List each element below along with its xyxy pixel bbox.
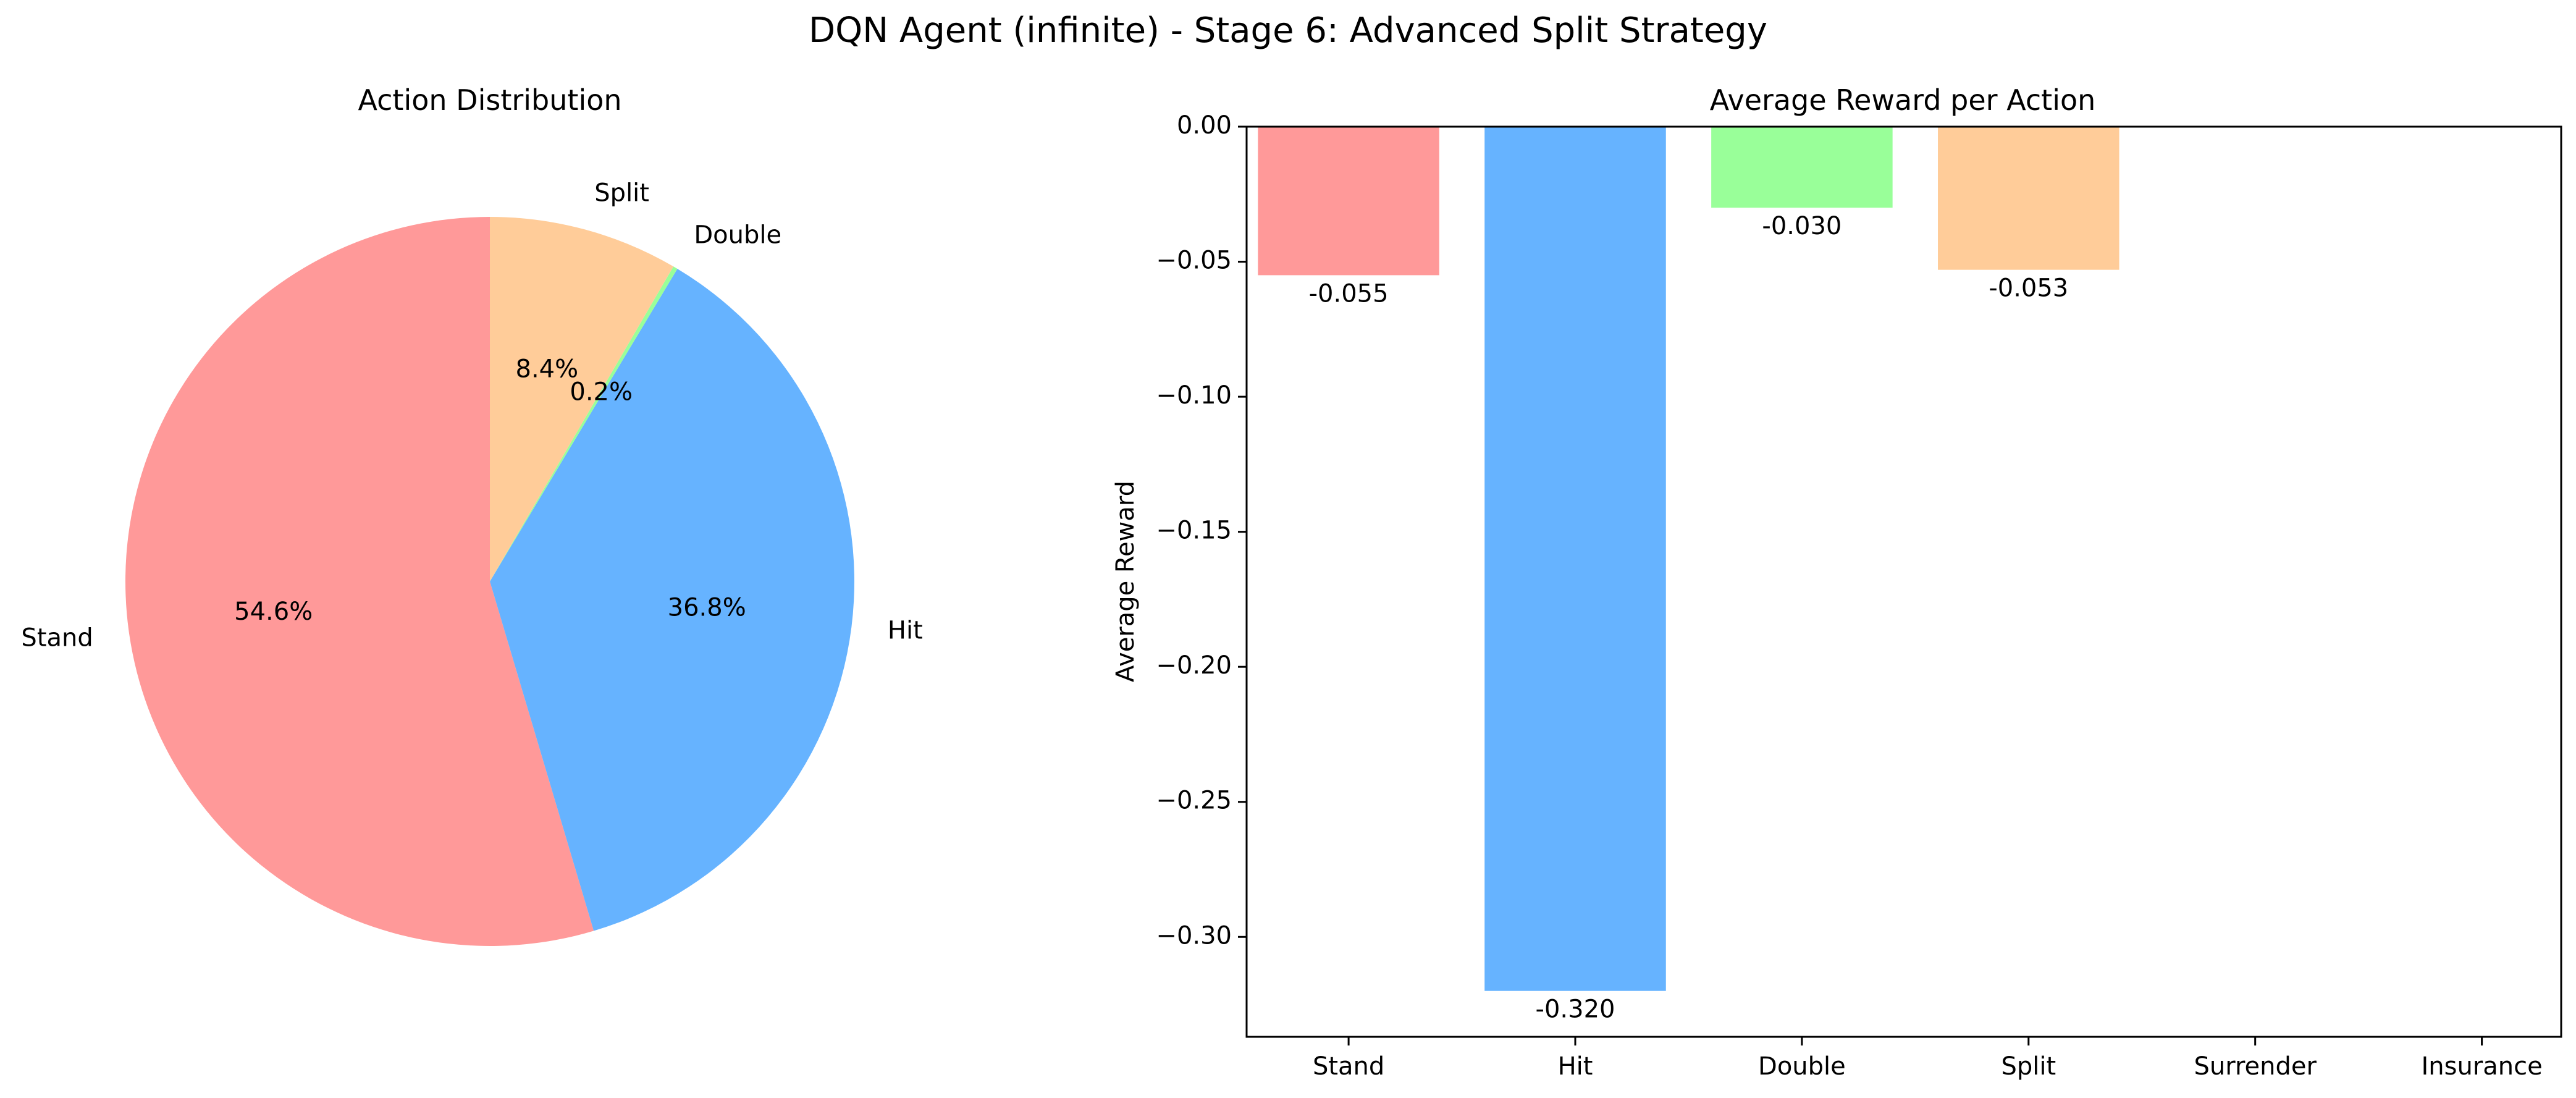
pie-slice-hit (490, 269, 855, 931)
x-tick-label-insurance: Insurance (2421, 1052, 2542, 1081)
y-tick-label: −0.10 (1156, 381, 1232, 410)
x-tick-label-split: Split (2001, 1052, 2056, 1081)
bar-marks: -0.055 -0.320 -0.030 -0.053 (1258, 127, 2119, 1024)
bar-value-label-split: -0.053 (1989, 274, 2068, 303)
x-tick-label-surrender: Surrender (2194, 1052, 2317, 1081)
pie-slice-pct-double: 0.2% (570, 378, 633, 406)
bar-title: Average Reward per Action (1710, 83, 2096, 117)
pie-slice-label-double: Double (694, 221, 781, 249)
x-tick-label-stand: Stand (1313, 1052, 1384, 1081)
x-tick-label-double: Double (1758, 1052, 1846, 1081)
pie-slice-pct-split: 8.4% (516, 355, 579, 383)
bar-axes-frame (1245, 125, 2562, 1038)
bar-chart: Average Reward per Action -0.055-0.320-0… (1111, 83, 2562, 1081)
y-tick-label: −0.25 (1156, 787, 1232, 815)
figure-suptitle: DQN Agent (infinite) - Stage 6: Advanced… (809, 11, 1767, 51)
pie-slice-stand (125, 217, 594, 946)
y-tick-label: 0.00 (1177, 111, 1232, 140)
bar-value-label-hit: -0.320 (1536, 995, 1615, 1024)
bar-value-label-double: -0.030 (1762, 212, 1842, 240)
pie-slice-double (490, 266, 678, 581)
pie-slices (125, 217, 855, 946)
bar-hit (1484, 127, 1666, 991)
bar-value-label-stand: -0.055 (1309, 279, 1389, 308)
pie-slice-pct-hit: 36.8% (668, 593, 746, 622)
pie-slice-split (490, 217, 674, 581)
y-tick-label: −0.05 (1156, 247, 1232, 275)
bar-y-axis-label: Average Reward (1111, 481, 1140, 682)
y-tick-label: −0.20 (1156, 651, 1232, 680)
bar-double (1711, 127, 1893, 208)
x-tick-label-hit: Hit (1558, 1052, 1593, 1081)
y-tick-label: −0.15 (1156, 517, 1232, 545)
pie-slice-label-hit: Hit (888, 616, 923, 644)
pie-labels: Stand 54.6% Hit 36.8% Double 0.2% Split 8.4% (21, 179, 922, 652)
pie-chart: Action Distribution Stand 54.6% Hit 36.8% Do… (21, 83, 923, 946)
bar-split (1938, 127, 2119, 270)
bar-x-ticks: Stand Hit Double Split Surrender Insurance (1313, 1037, 2543, 1081)
pie-slice-label-split: Split (594, 179, 649, 207)
bar-stand (1258, 127, 1439, 276)
y-tick-label: −0.30 (1156, 921, 1232, 950)
pie-slice-pct-stand: 54.6% (234, 598, 313, 626)
pie-slice-label-stand: Stand (21, 623, 93, 652)
pie-title: Action Distribution (358, 83, 621, 117)
bar-y-ticks: 0.00 −0.05 −0.10 −0.15 −0.20 −0.25 −0.30 (1156, 111, 1247, 950)
